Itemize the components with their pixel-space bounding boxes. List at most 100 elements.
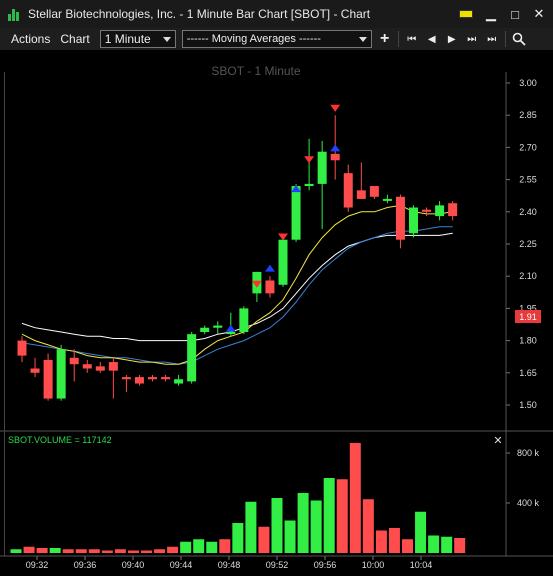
next-bar-button[interactable]: ▶ xyxy=(442,30,462,48)
volume-bar xyxy=(36,548,48,553)
volume-bar xyxy=(219,539,231,553)
previous-bar-button[interactable]: ◀ xyxy=(422,30,442,48)
volume-bar xyxy=(271,498,283,553)
candle-body xyxy=(369,186,379,197)
toolbar: Actions Chart 1 Minute ------ Moving Ave… xyxy=(0,28,553,50)
volume-bar xyxy=(323,478,335,553)
candles xyxy=(17,115,458,401)
volume-bar xyxy=(388,528,400,553)
jump-end-icon: ⏭ xyxy=(487,33,497,45)
candle-body xyxy=(69,357,79,365)
candle-body xyxy=(148,377,157,380)
step-back-icon: ◀ xyxy=(427,33,436,45)
volume-bar xyxy=(336,479,348,553)
zoom-button[interactable] xyxy=(509,30,529,48)
price-tick-label: 2.55 xyxy=(519,175,537,185)
interval-select[interactable]: 1 Minute xyxy=(99,30,176,48)
sell-marker xyxy=(330,104,341,112)
volume-panel-close-icon[interactable]: ✕ xyxy=(493,435,502,447)
close-button[interactable]: ✕ xyxy=(533,6,545,21)
volume-bar xyxy=(10,549,22,553)
volume-bars xyxy=(10,443,466,553)
toolbar-separator xyxy=(504,31,506,47)
volume-bar xyxy=(180,541,192,553)
link-swatch-icon xyxy=(459,10,473,18)
first-bar-button[interactable]: ⏮ xyxy=(402,30,422,48)
price-tick-label: 2.70 xyxy=(519,142,537,152)
magnifier-icon xyxy=(512,32,526,46)
link-color-button[interactable] xyxy=(455,4,477,24)
candle-body xyxy=(174,379,184,384)
time-tick-label: 09:36 xyxy=(74,560,97,570)
add-study-button[interactable]: + xyxy=(375,30,395,48)
chart-menu[interactable]: Chart xyxy=(60,32,90,46)
maximize-button[interactable]: □ xyxy=(511,6,519,22)
candle-body xyxy=(278,239,288,285)
volume-bar xyxy=(415,511,427,553)
sell-marker xyxy=(304,156,315,164)
time-axis: 09:32 09:36 09:40 09:44 09:48 09:52 09:56 10:00… xyxy=(26,556,433,570)
window-controls: ▁ □ ✕ xyxy=(455,4,549,24)
candle-body xyxy=(108,362,118,371)
price-tag-label: 1.91 xyxy=(519,312,537,322)
volume-bar xyxy=(101,550,113,553)
price-tick-label: 3.00 xyxy=(519,78,537,88)
volume-bar xyxy=(114,549,126,553)
plus-icon: + xyxy=(380,30,390,47)
candle-body xyxy=(121,377,131,380)
jump-end-button[interactable]: ⏭ xyxy=(482,30,502,48)
volume-bar xyxy=(141,550,152,553)
volume-bar xyxy=(75,549,87,553)
time-tick-label: 09:56 xyxy=(314,560,337,570)
price-tick-label: 1.50 xyxy=(519,400,537,410)
chevron-down-icon xyxy=(358,36,367,42)
price-tick-label: 2.40 xyxy=(519,207,537,217)
price-tick-label: 2.10 xyxy=(519,271,537,281)
volume-bar xyxy=(310,500,322,553)
volume-bar xyxy=(258,526,270,553)
candle-body xyxy=(422,209,432,212)
candle-body xyxy=(304,183,314,187)
candle-body xyxy=(134,377,144,384)
last-bar-button[interactable]: ⏭ xyxy=(462,30,482,48)
volume-bar xyxy=(362,499,374,553)
volume-bar xyxy=(454,538,466,553)
volume-bar xyxy=(441,536,453,553)
sell-marker xyxy=(251,280,262,288)
buy-marker xyxy=(264,264,275,272)
price-tick-label: 1.95 xyxy=(519,303,537,313)
time-tick-label: 10:04 xyxy=(410,560,433,570)
volume-bar xyxy=(375,530,387,553)
volume-bar xyxy=(193,539,205,553)
ema9-polyline xyxy=(21,204,453,365)
candle-body xyxy=(395,196,405,240)
candle-body xyxy=(409,207,418,234)
vwap-polyline xyxy=(21,232,453,342)
time-tick-label: 09:44 xyxy=(170,560,193,570)
volume-axis: 800 k 400 k xyxy=(506,448,540,508)
volume-bar xyxy=(245,501,257,553)
price-axis: 3.00 2.85 2.70 2.55 2.40 2.25 2.10 1.95 1.80 1.65… xyxy=(506,78,537,410)
minimize-button[interactable]: ▁ xyxy=(486,6,496,21)
price-chart[interactable]: SBOT - 1 Minute 3.00 2.85 2.70 2.55 2.40 2.25… xyxy=(0,50,553,576)
candle-body xyxy=(382,198,392,201)
trade-markers xyxy=(225,104,341,332)
vwap-line xyxy=(21,232,453,342)
price-tick-label: 2.25 xyxy=(519,239,537,249)
volume-bar xyxy=(206,541,218,553)
volume-label: SBOT.VOLUME = 117142 xyxy=(8,435,112,445)
candle-body xyxy=(43,359,53,399)
candle-body xyxy=(187,334,197,382)
sell-marker xyxy=(278,233,288,241)
study-select[interactable]: ------ Moving Averages ------ xyxy=(181,30,372,48)
candle-body xyxy=(330,153,340,161)
title-bar: Stellar Biotechnologies, Inc. - 1 Minute… xyxy=(0,0,553,28)
candle-body xyxy=(56,349,66,399)
actions-menu[interactable]: Actions xyxy=(11,32,51,46)
time-tick-label: 09:52 xyxy=(266,560,289,570)
volume-bar xyxy=(232,523,244,553)
candle-body xyxy=(30,368,40,373)
candle-body xyxy=(82,364,92,369)
candle-body xyxy=(435,205,445,217)
interval-value: 1 Minute xyxy=(104,32,151,46)
